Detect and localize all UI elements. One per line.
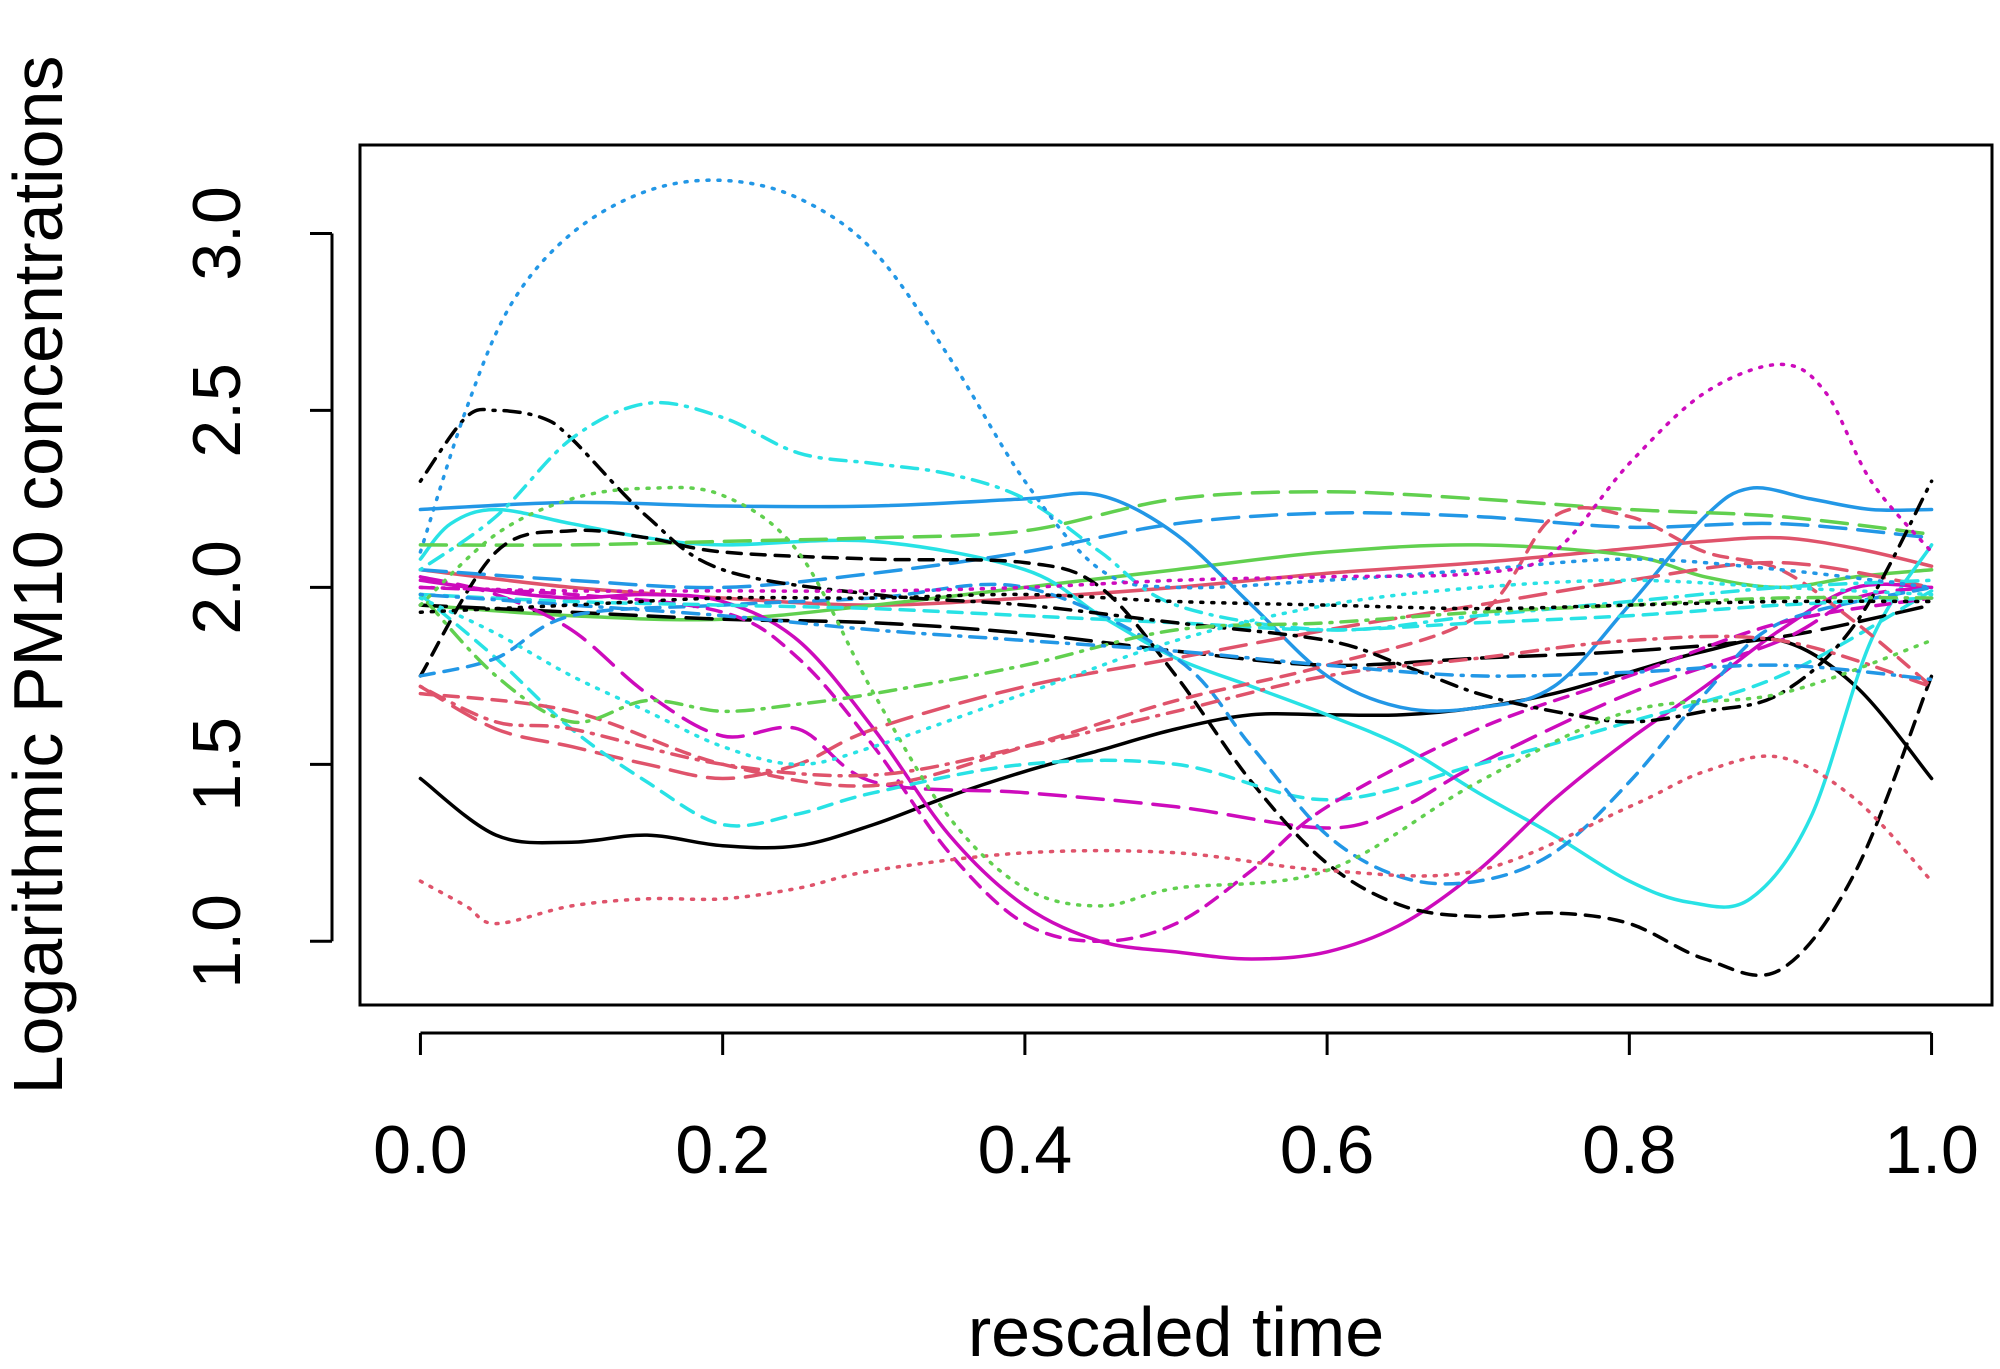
x-tick-label-1: 0.2: [675, 1112, 770, 1188]
series-layer: [418, 178, 1934, 978]
series-line-6: [418, 578, 1934, 961]
series-line-13: [418, 589, 1934, 828]
y-axis: 1.0 1.5 2.0 2.5 3.0: [179, 186, 334, 989]
series-line-23: [418, 178, 1934, 590]
series-line-22: [418, 592, 1934, 682]
series-line-24: [418, 362, 1934, 593]
y-tick-label-3: 2.5: [179, 363, 255, 458]
series-line-25: [418, 754, 1934, 926]
x-tick-label-4: 0.8: [1582, 1112, 1677, 1188]
series-line-15: [418, 585, 1934, 944]
y-tick-label-4: 3.0: [179, 186, 255, 281]
x-tick-label-2: 0.4: [978, 1112, 1073, 1188]
series-line-14: [418, 582, 1934, 886]
series-line-12: [418, 528, 1934, 978]
x-tick-label-3: 0.6: [1280, 1112, 1375, 1188]
x-tick-label-0: 0.0: [373, 1112, 468, 1188]
series-line-10: [418, 560, 1934, 781]
x-axis-label: rescaled time: [968, 1293, 1384, 1369]
series-line-4: [418, 486, 1934, 713]
x-axis: 0.0 0.2 0.4 0.6 0.8 1.0: [373, 1031, 1979, 1188]
y-tick-label-2: 2.0: [179, 540, 255, 635]
series-line-18: [418, 407, 1934, 724]
y-axis-label: Logarithmic PM10 concentrations: [0, 56, 77, 1095]
series-line-7: [418, 603, 1934, 668]
series-line-9: [418, 511, 1934, 590]
y-tick-label-0: 1.0: [179, 894, 255, 989]
series-line-26: [418, 485, 1934, 908]
series-line-1: [418, 637, 1934, 850]
series-line-28: [418, 592, 1934, 614]
series-line-8: [418, 490, 1934, 547]
series-line-21: [418, 634, 1934, 778]
plot-frame: [358, 143, 1994, 1007]
series-line-11: [418, 575, 1934, 830]
series-line-19: [418, 400, 1934, 632]
series-line-27: [418, 578, 1934, 767]
y-tick-label-1: 1.5: [179, 717, 255, 812]
x-tick-label-5: 1.0: [1884, 1112, 1979, 1188]
